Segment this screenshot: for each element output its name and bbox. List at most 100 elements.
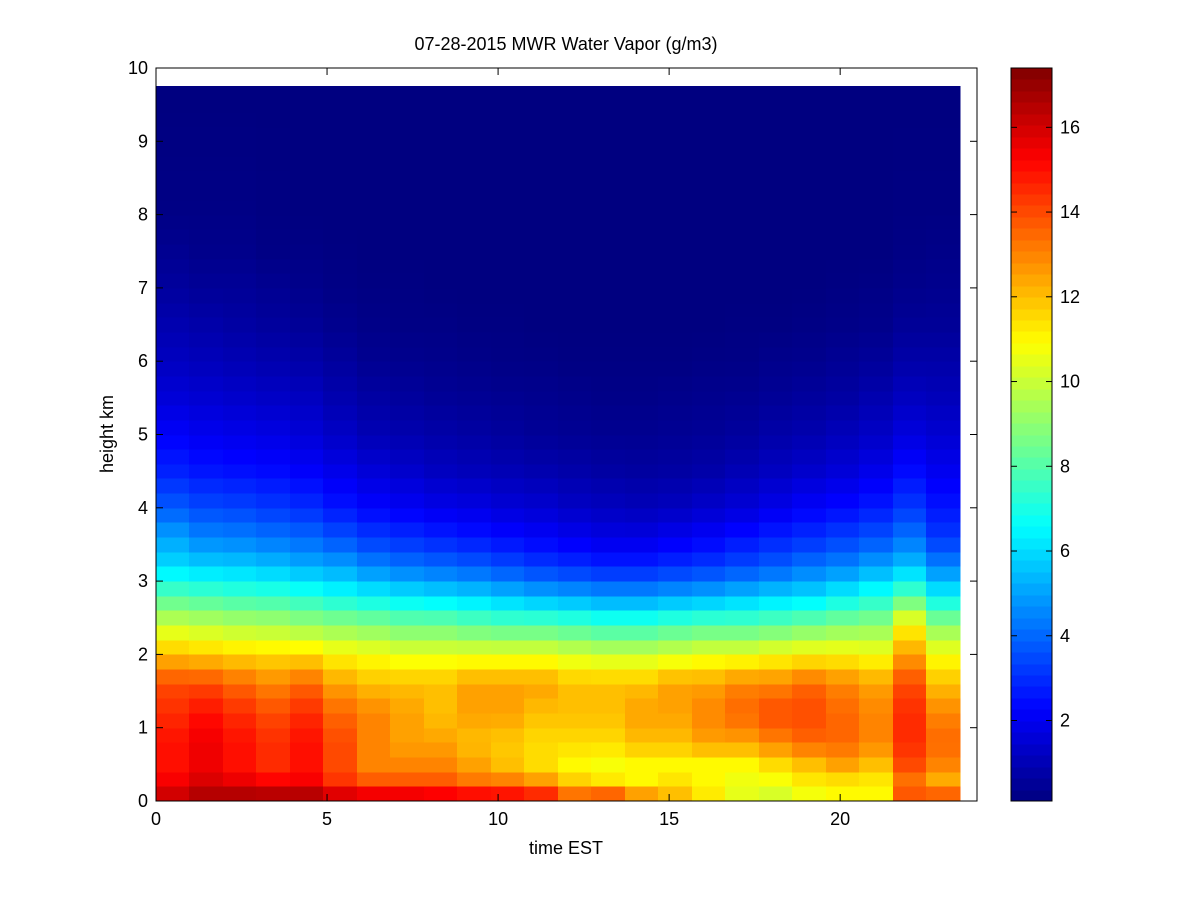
colorbar-segment: [1011, 698, 1052, 710]
heatmap-cell: [424, 288, 458, 304]
heatmap-cell: [290, 728, 324, 743]
heatmap-cell: [658, 566, 693, 582]
heatmap-cell: [323, 449, 358, 465]
heatmap-cell: [558, 728, 592, 743]
heatmap-cell: [223, 185, 257, 201]
heatmap-cell: [390, 420, 425, 436]
heatmap-cell: [792, 434, 827, 450]
heatmap-cell: [792, 361, 827, 377]
heatmap-cell: [524, 522, 559, 538]
heatmap-cell: [457, 156, 492, 172]
heatmap-cell: [926, 273, 961, 289]
heatmap-cell: [759, 244, 793, 260]
heatmap-cell: [826, 171, 860, 186]
heatmap-cell: [759, 171, 793, 186]
heatmap-cell: [323, 156, 358, 172]
heatmap-cell: [457, 552, 492, 567]
heatmap-cell: [759, 625, 793, 641]
heatmap-cell: [692, 127, 726, 142]
heatmap-cell: [223, 405, 257, 421]
heatmap-cell: [926, 552, 961, 567]
heatmap-cell: [859, 244, 894, 260]
heatmap-cell: [859, 684, 894, 699]
heatmap-cell: [826, 361, 860, 377]
heatmap-cell: [625, 434, 659, 450]
heatmap-cell: [323, 728, 358, 743]
heatmap-cell: [256, 97, 291, 113]
heatmap-cell: [692, 698, 726, 714]
heatmap-cell: [256, 757, 291, 773]
heatmap-cell: [491, 229, 525, 245]
heatmap-cell: [859, 772, 894, 787]
heatmap-cell: [725, 786, 760, 802]
heatmap-cell: [323, 581, 358, 597]
heatmap-cell: [926, 684, 961, 699]
heatmap-cell: [524, 376, 559, 392]
heatmap-cell: [859, 537, 894, 553]
heatmap-cell: [323, 303, 358, 318]
heatmap-cell: [290, 698, 324, 714]
heatmap-cell: [558, 493, 592, 509]
heatmap-cell: [692, 229, 726, 245]
heatmap-cell: [256, 640, 291, 655]
heatmap-cell: [658, 493, 693, 509]
heatmap-cell: [591, 522, 626, 538]
y-tick-label: 10: [128, 58, 148, 78]
heatmap-cell: [893, 434, 927, 450]
heatmap-cell: [926, 185, 961, 201]
heatmap-cell: [725, 288, 760, 304]
heatmap-cell: [357, 127, 391, 142]
heatmap-cell: [290, 434, 324, 450]
heatmap-cell: [658, 97, 693, 113]
heatmap-cell: [256, 200, 291, 216]
colorbar-segment: [1011, 377, 1052, 390]
heatmap-cell: [323, 405, 358, 421]
heatmap-cell: [524, 640, 559, 655]
heatmap-cell: [156, 156, 190, 172]
heatmap-cell: [692, 625, 726, 641]
heatmap-cell: [223, 171, 257, 186]
heatmap-cell: [792, 86, 827, 98]
heatmap-cell: [323, 112, 358, 128]
heatmap-cell: [424, 610, 458, 626]
heatmap-cell: [692, 332, 726, 348]
heatmap-cell: [859, 317, 894, 333]
heatmap-cell: [826, 376, 860, 392]
heatmap-cell: [457, 273, 492, 289]
heatmap-cell: [792, 464, 827, 479]
heatmap-cell: [189, 361, 224, 377]
heatmap-cell: [256, 317, 291, 333]
heatmap-cell: [256, 566, 291, 582]
heatmap-cell: [926, 581, 961, 597]
heatmap-cell: [156, 288, 190, 304]
heatmap-cell: [491, 215, 525, 230]
heatmap-cell: [457, 127, 492, 142]
heatmap-cell: [290, 742, 324, 758]
heatmap-cell: [692, 566, 726, 582]
heatmap-cell: [725, 640, 760, 655]
heatmap-cell: [256, 156, 291, 172]
heatmap-cell: [558, 215, 592, 230]
heatmap-cell: [491, 97, 525, 113]
heatmap-cell: [558, 391, 592, 406]
heatmap-cell: [256, 552, 291, 567]
heatmap-cell: [692, 317, 726, 333]
heatmap-cell: [524, 786, 559, 802]
heatmap-cell: [223, 141, 257, 157]
heatmap-cell: [457, 669, 492, 685]
heatmap-cell: [323, 464, 358, 479]
heatmap-cell: [189, 552, 224, 567]
heatmap-cell: [357, 97, 391, 113]
heatmap-cell: [457, 698, 492, 714]
heatmap-cell: [357, 713, 391, 729]
heatmap-cell: [491, 317, 525, 333]
heatmap-cell: [759, 185, 793, 201]
heatmap-cell: [926, 713, 961, 729]
heatmap-cell: [491, 508, 525, 523]
heatmap-cell: [759, 288, 793, 304]
heatmap-cell: [692, 713, 726, 729]
heatmap-cell: [591, 537, 626, 553]
colorbar-segment: [1011, 629, 1052, 642]
heatmap-cell: [926, 303, 961, 318]
heatmap-cell: [457, 684, 492, 699]
